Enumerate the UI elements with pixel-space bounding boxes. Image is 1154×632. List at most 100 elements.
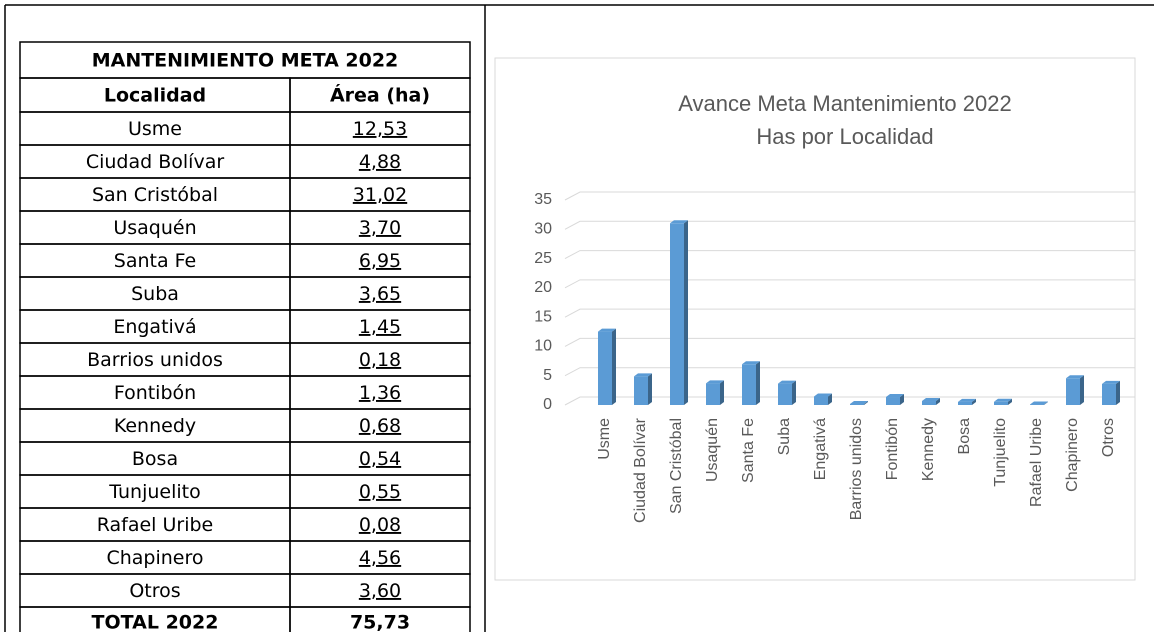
locality: Otros [129,580,180,602]
bar-top [742,361,760,365]
x-tick-label: Santa Fe [740,418,757,483]
bar [1102,383,1116,405]
area: 0,18 [359,349,401,371]
y-tick-label: 35 [534,191,552,208]
x-tick-label: San Cristóbal [668,418,685,514]
bar-top [958,398,976,402]
bar-top [598,328,616,332]
locality: Tunjuelito [108,481,200,503]
bar-top [994,398,1012,402]
bar-side [684,220,688,405]
locality: Fontibón [114,382,196,404]
x-tick-label: Suba [776,418,793,455]
y-tick-label: 30 [534,221,552,238]
bar [706,383,720,405]
area: 4,56 [359,547,401,569]
x-tick-label: Chapinero [1064,418,1081,492]
grid-line [564,250,1135,260]
bar-top [922,398,940,402]
total-label: TOTAL 2022 [92,612,219,632]
grid-line [564,367,1135,377]
area: 0,68 [359,415,401,437]
x-tick-label: Engativá [812,418,829,480]
y-tick-label: 20 [534,279,552,296]
x-tick-label: Kennedy [920,418,937,481]
locality: San Cristóbal [92,184,218,206]
x-tick-label: Rafael Uribe [1028,418,1045,507]
area: 3,65 [359,283,401,305]
table-title: MANTENIMIENTO META 2022 [92,50,399,72]
bar-top [1102,380,1120,384]
bar-side [864,400,868,405]
bar-side [1080,375,1084,405]
locality: Santa Fe [114,250,196,272]
locality: Bosa [132,448,178,470]
bar-top [670,220,688,224]
bar-top [814,393,832,397]
locality: Suba [131,283,179,305]
x-tick-label: Usme [596,418,613,460]
y-tick-label: 25 [534,250,552,267]
area: 0,55 [359,481,401,503]
bar [742,364,756,405]
bar-top [1030,401,1048,405]
locality: Ciudad Bolívar [86,151,224,173]
bar-top [778,380,796,384]
locality: Kennedy [114,415,196,437]
bar-top [850,400,868,404]
bar [814,396,828,405]
x-tick-label: Otros [1100,418,1117,457]
grid-line [564,220,1135,230]
bar-top [706,380,724,384]
bar-side [648,373,652,405]
area: 1,36 [359,382,401,404]
bar-side [1116,380,1120,405]
area: 1,45 [359,316,401,338]
area: 3,70 [359,217,401,239]
locality: Barrios unidos [87,349,223,371]
bar [778,383,792,405]
table-cell [289,606,471,632]
area: 31,02 [353,184,407,206]
chart-subtitle: Has por Localidad [756,124,933,149]
chart-title: Avance Meta Mantenimiento 2022 [678,91,1011,116]
y-tick-label: 5 [543,367,552,384]
area: 0,08 [359,514,401,536]
bar-side [612,328,616,405]
x-tick-label: Barrios unidos [848,418,865,520]
bar-side [792,380,796,405]
locality: Usme [128,118,182,140]
area: 0,54 [359,448,401,470]
bar [850,403,864,405]
bar-top [1066,375,1084,379]
area: 4,88 [359,151,401,173]
locality: Engativá [113,316,196,338]
bar [598,331,612,405]
y-tick-label: 10 [534,338,552,355]
grid-line [564,191,1135,201]
total-value: 75,73 [350,612,410,632]
bar-side [756,361,760,405]
bar-side [972,398,976,405]
chart-area [494,57,1136,581]
bar [886,397,900,405]
bar-side [1044,401,1048,405]
x-tick-label: Tunjuelito [992,418,1009,487]
bar-side [828,393,832,405]
bar-top [634,373,652,377]
bar-side [720,380,724,405]
bar-top [886,394,904,398]
frame [4,4,1154,632]
grid-line [564,337,1135,347]
bar-side [900,394,904,405]
locality: Chapinero [106,547,203,569]
x-tick-label: Fontibón [884,418,901,480]
locality: Rafael Uribe [97,514,214,536]
bar [1066,378,1080,405]
x-tick-label: Bosa [956,418,973,455]
grid-line [564,396,1135,406]
bar-side [1008,398,1012,405]
column-header: Área (ha) [330,84,430,107]
x-tick-label: Ciudad Bolívar [632,417,649,523]
